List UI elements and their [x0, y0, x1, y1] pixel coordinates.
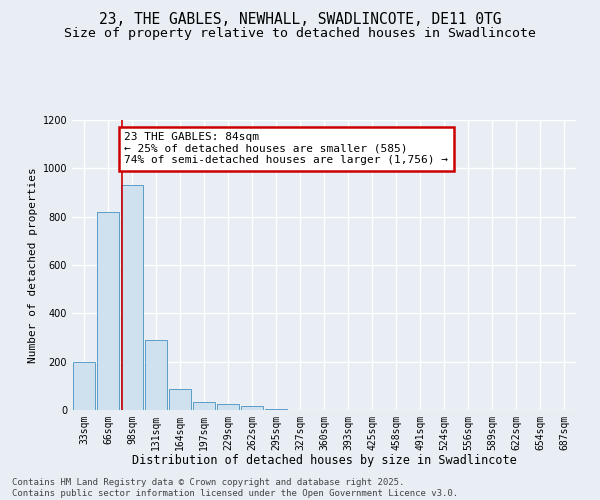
Bar — [73, 362, 95, 410]
Text: Size of property relative to detached houses in Swadlincote: Size of property relative to detached ho… — [64, 28, 536, 40]
Bar — [193, 402, 215, 410]
Bar — [169, 390, 191, 410]
Bar — [241, 406, 263, 410]
Bar — [265, 409, 287, 410]
Y-axis label: Number of detached properties: Number of detached properties — [28, 167, 38, 363]
Bar — [97, 212, 119, 410]
Text: 23, THE GABLES, NEWHALL, SWADLINCOTE, DE11 0TG: 23, THE GABLES, NEWHALL, SWADLINCOTE, DE… — [99, 12, 501, 28]
X-axis label: Distribution of detached houses by size in Swadlincote: Distribution of detached houses by size … — [131, 454, 517, 468]
Bar — [217, 404, 239, 410]
Bar — [121, 185, 143, 410]
Text: Contains HM Land Registry data © Crown copyright and database right 2025.
Contai: Contains HM Land Registry data © Crown c… — [12, 478, 458, 498]
Bar — [145, 340, 167, 410]
Text: 23 THE GABLES: 84sqm
← 25% of detached houses are smaller (585)
74% of semi-deta: 23 THE GABLES: 84sqm ← 25% of detached h… — [124, 132, 448, 166]
